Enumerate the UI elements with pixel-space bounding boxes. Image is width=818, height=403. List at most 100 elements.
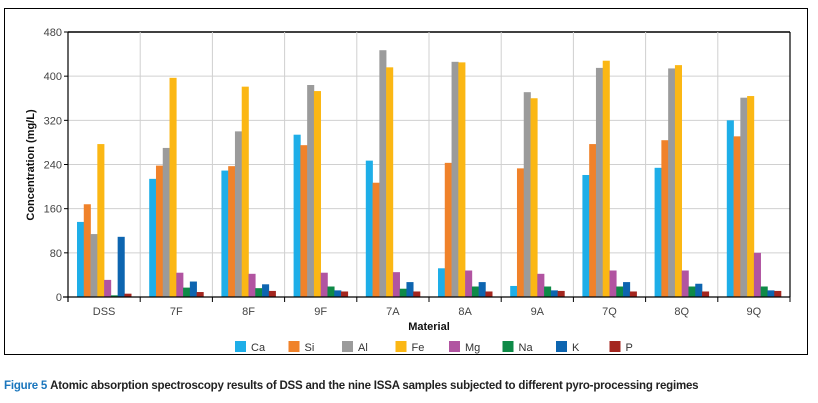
legend-swatch <box>288 341 300 352</box>
bar-P-9Q <box>774 290 782 297</box>
bar-Si-7Q <box>589 144 597 297</box>
bar-Al-8F <box>234 131 243 297</box>
bar-Al-9A <box>523 92 531 297</box>
bar-P-9A <box>557 290 565 297</box>
legend-swatch <box>395 341 407 352</box>
legend-item-Si: Si <box>288 341 314 354</box>
y-tick-label: 480 <box>44 27 62 39</box>
bar-Fe-7A <box>386 67 394 297</box>
bar-Ca-8Q <box>654 167 662 297</box>
bar-Ca-9Q <box>726 120 734 297</box>
bar-Fe-9A <box>530 98 538 297</box>
bar-P-8Q <box>702 291 710 297</box>
figure-caption: Figure 5 Atomic absorption spectroscopy … <box>4 380 699 392</box>
bar-K-7Q <box>623 282 631 297</box>
bar-P-7F <box>196 292 204 297</box>
figure-label: Figure 5 <box>4 380 48 392</box>
axes: 0 80 160 240 320 400 480 DSS 7F 8F 9F 7A 8A 9A 7Q 8Q 9Q <box>44 27 791 318</box>
bar-K-8Q <box>695 283 703 297</box>
legend-item-Al: Al <box>342 341 368 354</box>
bar-group-8F <box>221 86 276 297</box>
bar-K-7F <box>189 281 197 297</box>
bar-Na-7Q <box>616 286 624 297</box>
bar-K-9F <box>334 290 342 297</box>
bar-Na-9F <box>327 286 335 297</box>
bar-Na-9Q <box>760 286 768 297</box>
bar-Al-8Q <box>668 68 676 297</box>
bars <box>77 50 782 298</box>
bar-group-7A <box>365 50 421 297</box>
bar-Na-DSS <box>110 295 118 297</box>
bar-Si-9Q <box>733 136 741 297</box>
bar-Si-8A <box>444 162 452 297</box>
bar-Mg-DSS <box>104 279 112 297</box>
legend-swatch <box>609 341 621 352</box>
bar-P-8A <box>485 291 493 297</box>
bar-Ca-8A <box>438 268 446 297</box>
bar-Fe-8A <box>458 62 466 298</box>
bar-Fe-8F <box>241 86 249 297</box>
legend-label: Mg <box>465 342 480 354</box>
bar-K-DSS <box>117 236 125 297</box>
x-tick-label: 8A <box>458 306 472 318</box>
bar-Si-DSS <box>83 204 91 297</box>
bar-Ca-8F <box>221 170 229 297</box>
bar-group-9A <box>510 92 565 297</box>
x-tick-label: 8F <box>242 306 255 318</box>
bar-Mg-7F <box>176 272 184 297</box>
bar-Al-9Q <box>740 97 748 298</box>
legend-item-Ca: Ca <box>235 341 266 354</box>
bar-group-9F <box>293 85 349 298</box>
bar-Al-9F <box>307 85 315 297</box>
bar-K-9A <box>550 290 558 297</box>
y-tick-label: 80 <box>50 248 62 260</box>
bar-Fe-8Q <box>674 65 682 297</box>
bar-Ca-7A <box>365 160 373 297</box>
y-tick-label: 400 <box>44 71 62 83</box>
y-tick-label: 240 <box>44 160 62 172</box>
bar-Si-9A <box>516 168 525 297</box>
legend-label: Ca <box>251 342 266 354</box>
legend-label: Fe <box>412 342 425 354</box>
bar-Mg-9F <box>320 272 328 297</box>
x-tick-label: 8Q <box>674 306 689 318</box>
bar-Mg-7Q <box>609 270 617 297</box>
bar-Ca-DSS <box>77 221 85 297</box>
bar-Si-7F <box>155 165 164 297</box>
y-tick-label: 160 <box>44 204 62 216</box>
x-tick-label: 9Q <box>747 306 762 318</box>
y-axis-title: Concentration (mg/L) <box>25 109 37 221</box>
bar-Fe-DSS <box>97 144 105 297</box>
legend-label: Na <box>519 342 534 354</box>
legend-swatch <box>342 341 353 352</box>
bar-Al-8A <box>451 61 459 297</box>
bar-Si-9F <box>300 145 308 297</box>
legend-label: K <box>572 342 580 354</box>
bar-Ca-7F <box>149 178 157 297</box>
bar-Si-8F <box>228 166 236 297</box>
bar-Mg-8A <box>465 270 473 297</box>
bar-Si-7A <box>372 182 380 297</box>
legend-swatch <box>502 341 514 352</box>
x-tick-label: DSS <box>93 306 116 318</box>
bar-P-8F <box>268 290 276 297</box>
bar-Fe-9F <box>313 91 321 298</box>
bar-Mg-9Q <box>753 252 761 297</box>
legend-item-Na: Na <box>502 341 534 354</box>
bar-Na-8A <box>471 286 479 297</box>
legend-label: P <box>626 342 633 354</box>
legend-swatch <box>449 341 460 352</box>
bar-Al-DSS <box>90 234 98 297</box>
x-axis-title: Material <box>408 321 450 333</box>
bar-Al-7Q <box>595 67 604 298</box>
bar-Ca-9A <box>510 285 518 297</box>
bar-K-9Q <box>767 290 775 297</box>
bar-Na-9A <box>544 286 552 297</box>
x-tick-label: 7A <box>386 306 400 318</box>
bar-K-7A <box>406 282 414 297</box>
legend-label: Al <box>358 342 368 354</box>
bar-P-7Q <box>629 291 637 297</box>
x-tick-label: 9F <box>314 306 327 318</box>
bar-P-9F <box>341 291 349 297</box>
